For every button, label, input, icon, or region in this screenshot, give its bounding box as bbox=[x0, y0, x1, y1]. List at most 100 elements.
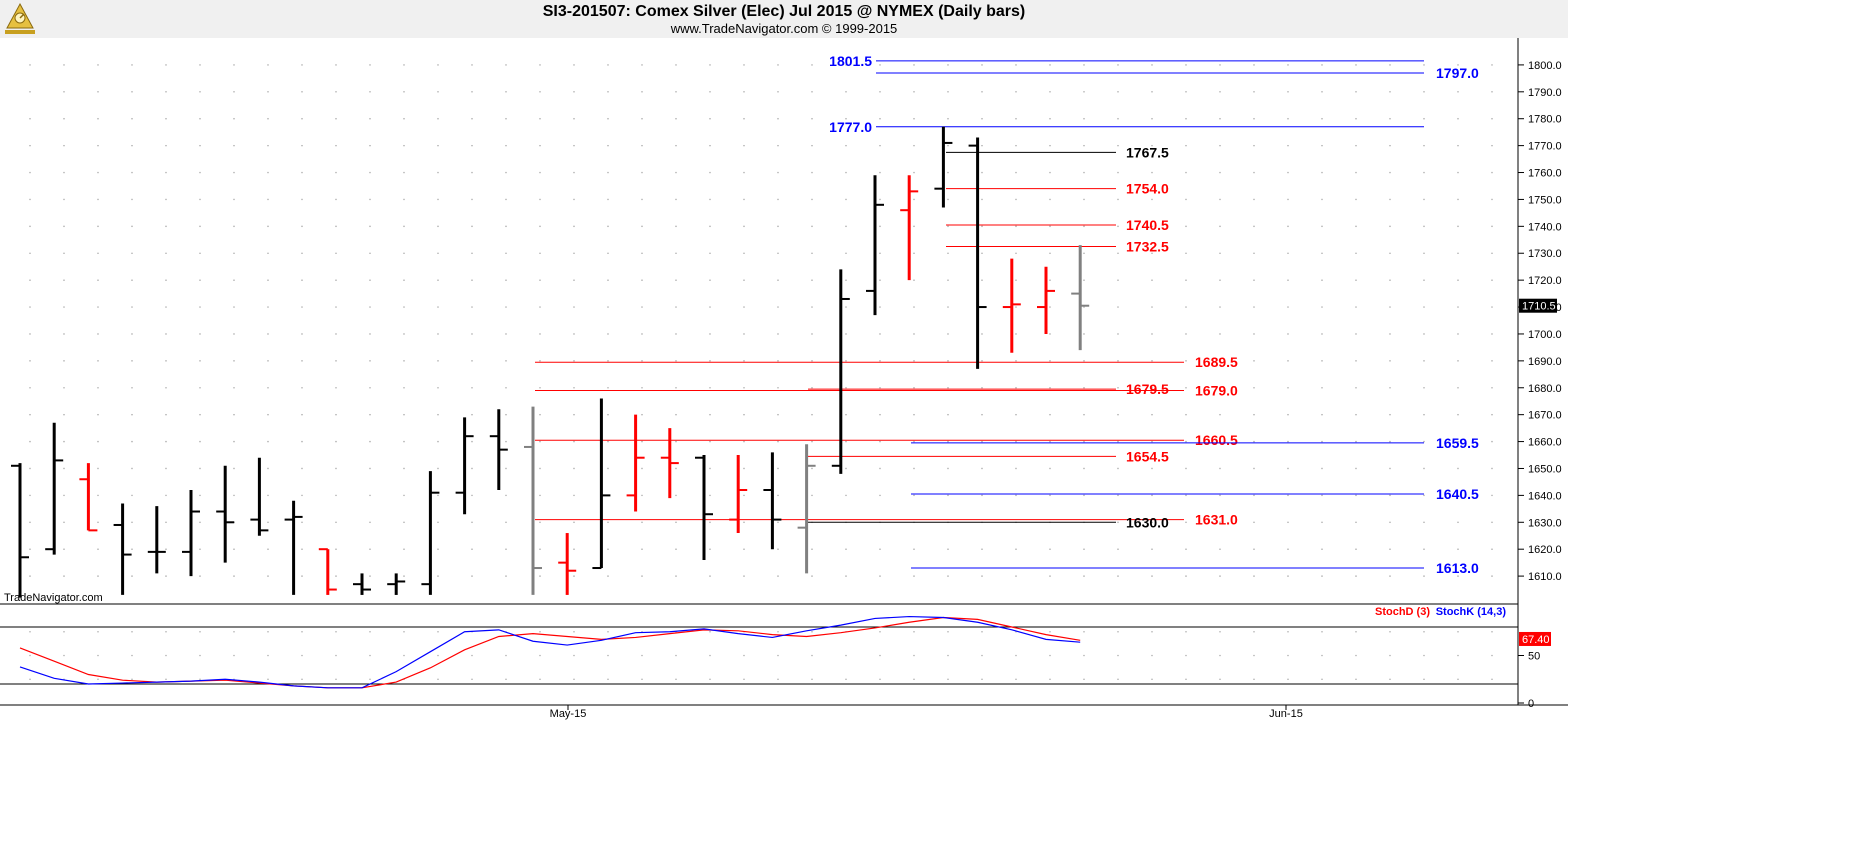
grid-dot bbox=[1423, 467, 1425, 470]
grid-dot bbox=[1219, 64, 1221, 66]
grid-dot bbox=[573, 306, 575, 308]
price-tick-label: 1770.0 bbox=[1528, 141, 1562, 153]
grid-dot bbox=[539, 494, 541, 497]
grid-dot bbox=[1219, 252, 1221, 255]
grid-dot bbox=[1423, 171, 1425, 174]
grid-dot bbox=[301, 225, 303, 228]
grid-dot bbox=[199, 117, 201, 120]
grid-dot bbox=[1287, 333, 1289, 335]
grid-dot bbox=[1083, 467, 1085, 470]
grid-dot bbox=[743, 144, 745, 147]
price-bar bbox=[45, 422, 64, 555]
grid-dot bbox=[1321, 64, 1323, 66]
grid-dot bbox=[675, 171, 677, 174]
grid-dot bbox=[1491, 654, 1493, 657]
grid-dot bbox=[29, 494, 31, 497]
grid-dot bbox=[403, 360, 405, 362]
grid-dot bbox=[607, 117, 609, 120]
grid-dot bbox=[403, 521, 405, 524]
grid-dot bbox=[199, 521, 201, 524]
grid-dot bbox=[335, 386, 337, 389]
grid-dot bbox=[1457, 225, 1459, 228]
grid-dot bbox=[1287, 144, 1289, 147]
grid-dot bbox=[505, 654, 507, 657]
grid-dot bbox=[233, 654, 235, 657]
grid-dot bbox=[1219, 144, 1221, 147]
watermark-text: TradeNavigator.com bbox=[4, 592, 103, 604]
grid-dot bbox=[335, 306, 337, 308]
trade-navigator-logo-icon bbox=[5, 2, 35, 34]
grid-dot bbox=[131, 630, 133, 633]
grid-dot bbox=[573, 386, 575, 389]
grid-dot bbox=[845, 678, 847, 681]
grid-dot bbox=[845, 413, 847, 416]
grid-dot bbox=[1083, 64, 1085, 66]
grid-dot bbox=[879, 360, 881, 362]
grid-dot bbox=[879, 279, 881, 281]
grid-dot bbox=[471, 678, 473, 681]
grid-dot bbox=[539, 630, 541, 633]
grid-dot bbox=[1015, 548, 1017, 550]
grid-dot bbox=[845, 171, 847, 174]
grid-dot bbox=[1287, 225, 1289, 228]
grid-dot bbox=[1049, 630, 1051, 633]
stoch-line-d bbox=[19, 616, 1081, 689]
grid-dot bbox=[1219, 521, 1221, 524]
grid-dot bbox=[1389, 440, 1391, 443]
price-bar bbox=[147, 506, 166, 574]
grid-dot bbox=[131, 386, 133, 389]
grid-dot bbox=[743, 171, 745, 174]
grid-dot bbox=[63, 333, 65, 335]
grid-dot bbox=[913, 91, 915, 93]
grid-dot bbox=[1389, 117, 1391, 120]
grid-dot bbox=[811, 548, 813, 550]
grid-dot bbox=[1015, 678, 1017, 681]
grid-dot bbox=[539, 654, 541, 657]
price-bar bbox=[934, 126, 953, 208]
grid-dot bbox=[1185, 171, 1187, 174]
grid-dot bbox=[845, 360, 847, 362]
grid-dot bbox=[233, 279, 235, 281]
grid-dot bbox=[1321, 575, 1323, 577]
grid-dot bbox=[335, 225, 337, 228]
grid-dot bbox=[335, 413, 337, 416]
grid-dot bbox=[777, 91, 779, 93]
grid-dot bbox=[641, 678, 643, 681]
grid-dot bbox=[675, 64, 677, 66]
grid-dot bbox=[1423, 91, 1425, 93]
grid-dot bbox=[63, 386, 65, 389]
grid-dot bbox=[811, 440, 813, 443]
grid-dot bbox=[1491, 440, 1493, 443]
grid-dot bbox=[607, 306, 609, 308]
grid-dot bbox=[709, 360, 711, 362]
grid-dot bbox=[981, 117, 983, 120]
grid-dot bbox=[573, 279, 575, 281]
grid-dot bbox=[301, 117, 303, 120]
price-tick-label: 1690.0 bbox=[1528, 356, 1562, 368]
grid-dot bbox=[879, 494, 881, 497]
price-bar bbox=[113, 503, 132, 595]
grid-dot bbox=[1049, 678, 1051, 681]
grid-dot bbox=[369, 252, 371, 255]
grid-dot bbox=[1491, 386, 1493, 389]
grid-dot bbox=[1355, 548, 1357, 550]
grid-dot bbox=[437, 467, 439, 470]
stoch-k-legend: StochK (14,3) bbox=[1436, 606, 1507, 618]
price-bars bbox=[11, 126, 1090, 598]
grid-dot bbox=[1219, 117, 1221, 120]
price-tick-label: 1740.0 bbox=[1528, 221, 1562, 233]
grid-dot bbox=[335, 494, 337, 497]
grid-dot bbox=[505, 64, 507, 66]
grid-dot bbox=[1253, 521, 1255, 524]
grid-dot bbox=[403, 198, 405, 201]
grid-dot bbox=[437, 252, 439, 255]
grid-dot bbox=[539, 440, 541, 443]
grid-dot bbox=[777, 654, 779, 657]
grid-dot bbox=[1185, 548, 1187, 550]
grid-dot bbox=[1321, 91, 1323, 93]
grid-dot bbox=[1389, 678, 1391, 681]
grid-dot bbox=[607, 144, 609, 147]
grid-dot bbox=[981, 386, 983, 389]
grid-dot bbox=[539, 225, 541, 228]
grid-dot bbox=[1321, 630, 1323, 633]
